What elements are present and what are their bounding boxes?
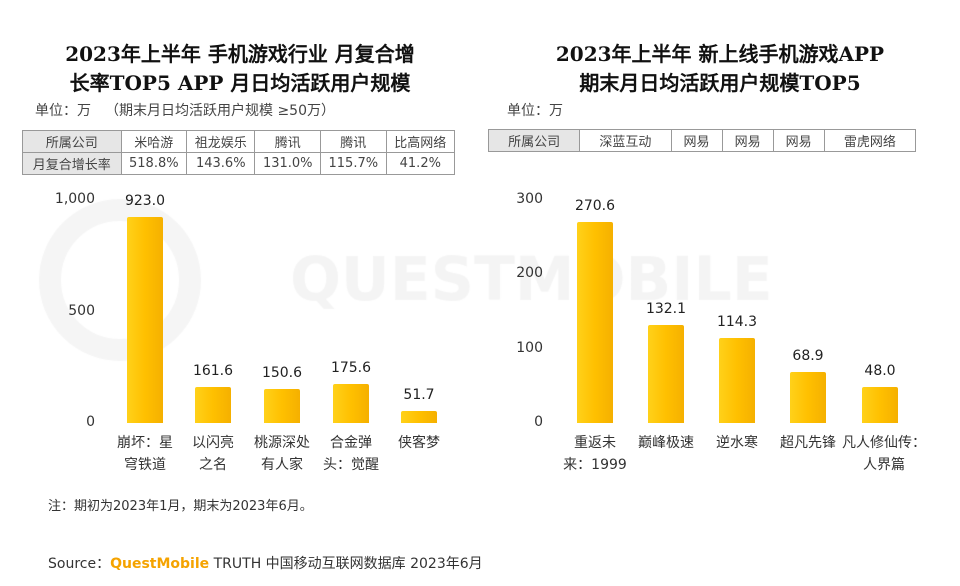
category-label-line: 穹铁道 (124, 457, 166, 473)
company-cell: 深蓝互动 (579, 129, 672, 152)
company-cell: 比高网络 (385, 130, 456, 153)
category-label-line: 崩坏：星 (117, 435, 173, 451)
source-prefix: Source： (48, 556, 111, 572)
y-tick-label: 0 (534, 414, 543, 430)
title-line: 2023年上半年 手机游戏行业 月复合增 (65, 42, 415, 66)
title-line: 长率TOP5 APP 月日均活跃用户规模 (69, 71, 411, 95)
data-label: 150.6 (261, 365, 303, 382)
category-label-line: 合金弹 (330, 435, 372, 451)
data-label: 51.7 (403, 387, 435, 404)
right-unit: 单位：万 (507, 103, 563, 119)
unit-note: （期末月日均活跃用户规模 ≥50万） (105, 103, 335, 119)
data-label: 270.6 (574, 197, 616, 214)
data-label: 114.3 (716, 314, 758, 331)
y-tick-label: 200 (516, 265, 543, 282)
category-label: 崩坏：星穹铁道 (107, 432, 183, 476)
category-label: 巅峰极速 (628, 432, 704, 454)
company-cell: 网易 (772, 129, 825, 152)
right-chart-title: 2023年上半年 新上线手机游戏APP 期末月日均活跃用户规模TOP5 (500, 40, 940, 98)
table-header: 所属公司 (22, 130, 122, 153)
data-label: 68.9 (792, 347, 824, 364)
title-line: 2023年上半年 新上线手机游戏APP (555, 42, 885, 66)
y-tick-label: 1,000 (54, 191, 95, 207)
category-label-line: 凡人修仙传： (842, 435, 926, 451)
bar (719, 338, 755, 423)
company-cell: 祖龙娱乐 (186, 130, 256, 153)
category-label: 超凡先锋 (770, 432, 846, 454)
category-label-line: 侠客梦 (398, 435, 440, 451)
bar (648, 324, 684, 423)
company-cell: 米哈游 (120, 130, 188, 153)
data-label: 175.6 (330, 359, 372, 376)
category-label: 逆水寒 (699, 432, 775, 454)
rate-cell: 115.7% (320, 152, 387, 175)
left-unit: 单位：万 （期末月日均活跃用户规模 ≥50万） (35, 100, 335, 120)
category-label-line: 以闪亮 (192, 435, 234, 451)
bar (862, 387, 898, 423)
category-label-line: 巅峰极速 (638, 435, 694, 451)
footnote: 注：期初为2023年1月，期末为2023年6月。 (48, 499, 313, 514)
category-label: 凡人修仙传： 人界篇 (838, 432, 930, 476)
bar (195, 386, 231, 423)
category-label: 侠客梦 (381, 432, 457, 454)
left-company-table: 所属公司 米哈游 祖龙娱乐 腾讯 腾讯 比高网络 月复合增长率 518.8% 143.6%… (22, 130, 456, 175)
bar (577, 221, 613, 423)
source-suffix: TRUTH 中国移动互联网数据库 2023年6月 (213, 556, 483, 572)
category-label: 桃源深处 有人家 (244, 432, 320, 476)
y-tick-label: 500 (68, 302, 95, 319)
title-line: 期末月日均活跃用户规模TOP5 (579, 71, 861, 95)
company-cell: 腾讯 (254, 130, 322, 153)
rate-cell: 518.8% (120, 152, 188, 175)
y-tick-label: 300 (516, 191, 543, 207)
bar (127, 217, 163, 423)
bar (790, 371, 826, 423)
category-label-line: 重返未 (574, 435, 616, 451)
table-row-label: 月复合增长率 (22, 152, 122, 175)
brand-name: QuestMobile (110, 556, 210, 572)
category-label-line: 桃源深处 (254, 435, 310, 451)
left-chart-title: 2023年上半年 手机游戏行业 月复合增 长率TOP5 APP 月日均活跃用户规… (20, 40, 460, 98)
company-cell: 雷虎网络 (823, 129, 917, 152)
data-label: 132.1 (645, 300, 687, 317)
category-label-line: 来：1999 (563, 457, 627, 473)
category-label: 合金弹头：觉醒 (313, 432, 389, 476)
category-label-line: 有人家 (261, 457, 303, 473)
table-header: 所属公司 (487, 129, 581, 152)
category-label-line: 人界篇 (863, 457, 905, 473)
rate-cell: 41.2% (385, 152, 456, 175)
bar (264, 389, 300, 423)
company-cell: 腾讯 (320, 130, 387, 153)
unit-label: 单位：万 (35, 103, 91, 119)
category-label-line: 超凡先锋 (780, 435, 836, 451)
company-cell: 网易 (721, 129, 774, 152)
data-label: 161.6 (192, 362, 234, 379)
right-company-table: 所属公司 深蓝互动 网易 网易 网易 雷虎网络 (487, 129, 917, 152)
bar (333, 383, 369, 423)
data-label: 923.0 (124, 193, 166, 210)
rate-cell: 131.0% (254, 152, 322, 175)
category-label: 重返未来：1999 (557, 432, 633, 476)
source-line: Source：QuestMobile TRUTH 中国移动互联网数据库 2023… (48, 553, 483, 573)
data-label: 48.0 (864, 363, 896, 380)
category-label-line: 逆水寒 (716, 435, 758, 451)
category-label-line: 之名 (199, 457, 227, 473)
rate-cell: 143.6% (186, 152, 256, 175)
category-label: 以闪亮 之名 (175, 432, 251, 476)
company-cell: 网易 (670, 129, 723, 152)
bar (401, 411, 437, 423)
y-tick-label: 0 (86, 414, 95, 430)
category-label-line: 头：觉醒 (323, 457, 379, 473)
y-tick-label: 100 (516, 339, 543, 356)
